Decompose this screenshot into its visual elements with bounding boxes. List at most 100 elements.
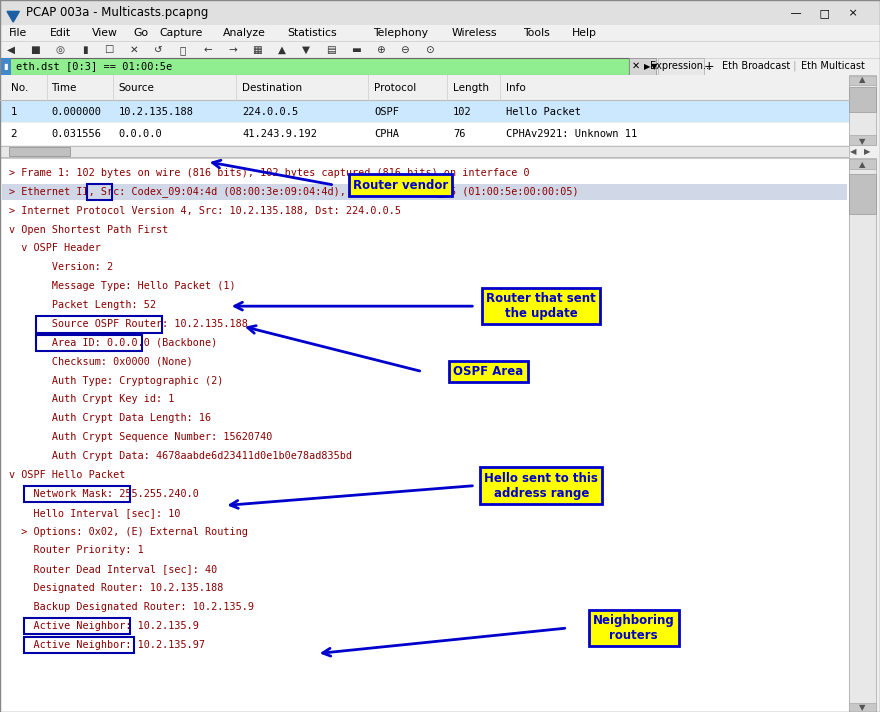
Text: Source: Source: [119, 83, 155, 93]
Text: > Options: 0x02, (E) External Routing: > Options: 0x02, (E) External Routing: [9, 526, 247, 537]
Text: 2: 2: [11, 129, 18, 139]
Text: > Internet Protocol Version 4, Src: 10.2.135.188, Dst: 224.0.0.5: > Internet Protocol Version 4, Src: 10.2…: [9, 206, 400, 216]
Text: Analyze: Analyze: [224, 28, 266, 38]
Text: OSPF: OSPF: [374, 107, 399, 117]
Text: Protocol: Protocol: [374, 83, 416, 93]
Text: →: →: [228, 45, 237, 55]
FancyBboxPatch shape: [629, 58, 656, 75]
Text: —: —: [788, 8, 805, 18]
Text: Router vendor: Router vendor: [353, 179, 448, 192]
Text: Network Mask: 255.255.240.0: Network Mask: 255.255.240.0: [9, 488, 199, 499]
Text: Info: Info: [506, 83, 525, 93]
Text: > Frame 1: 102 bytes on wire (816 bits), 102 bytes captured (816 bits) on interf: > Frame 1: 102 bytes on wire (816 bits),…: [9, 168, 530, 178]
Text: ▼: ▼: [650, 62, 657, 70]
Text: ▼: ▼: [859, 703, 866, 712]
Text: Go: Go: [133, 28, 148, 38]
Text: ⊕: ⊕: [376, 45, 385, 55]
Text: Neighboring
routers: Neighboring routers: [593, 614, 674, 642]
FancyBboxPatch shape: [0, 101, 849, 122]
Text: Expression...: Expression...: [650, 61, 712, 71]
FancyBboxPatch shape: [0, 123, 849, 145]
Text: CPHAv2921: Unknown 11: CPHAv2921: Unknown 11: [506, 129, 637, 139]
FancyBboxPatch shape: [849, 159, 876, 169]
Text: PCAP 003a - Multicasts.pcapng: PCAP 003a - Multicasts.pcapng: [26, 6, 209, 19]
Text: ▤: ▤: [326, 45, 336, 55]
FancyBboxPatch shape: [9, 147, 70, 156]
Text: ▲: ▲: [859, 75, 866, 84]
Text: ▶: ▶: [863, 147, 870, 156]
Text: ▲: ▲: [859, 160, 866, 169]
Text: ⌕: ⌕: [180, 45, 187, 55]
Text: Auth Crypt Key id: 1: Auth Crypt Key id: 1: [9, 394, 174, 404]
Text: Router that sent
the update: Router that sent the update: [487, 292, 596, 320]
Text: Statistics: Statistics: [287, 28, 336, 38]
FancyBboxPatch shape: [0, 58, 11, 75]
FancyBboxPatch shape: [658, 58, 704, 75]
Text: 0.000000: 0.000000: [51, 107, 101, 117]
Text: Hello Packet: Hello Packet: [506, 107, 581, 117]
Text: Version: 2: Version: 2: [9, 262, 113, 273]
Text: Router Priority: 1: Router Priority: 1: [9, 545, 143, 555]
Text: +: +: [704, 60, 715, 73]
Text: File: File: [9, 28, 27, 38]
Text: ▦: ▦: [252, 45, 262, 55]
FancyBboxPatch shape: [0, 146, 849, 157]
Text: View: View: [92, 28, 117, 38]
Text: ▬: ▬: [350, 45, 361, 55]
Text: 0.031556: 0.031556: [51, 129, 101, 139]
Text: ◎: ◎: [55, 45, 64, 55]
Text: 1: 1: [11, 107, 18, 117]
FancyBboxPatch shape: [849, 75, 876, 145]
Text: Packet Length: 52: Packet Length: 52: [9, 300, 156, 310]
FancyBboxPatch shape: [849, 76, 876, 85]
Polygon shape: [7, 11, 19, 22]
Text: Eth Multicast: Eth Multicast: [801, 61, 865, 71]
Text: 10.2.135.188: 10.2.135.188: [119, 107, 194, 117]
Text: Auth Crypt Data Length: 16: Auth Crypt Data Length: 16: [9, 413, 211, 424]
Text: Tools: Tools: [523, 28, 550, 38]
Text: Source OSPF Router: 10.2.135.188: Source OSPF Router: 10.2.135.188: [9, 319, 247, 329]
Text: v OSPF Header: v OSPF Header: [9, 244, 100, 253]
Text: OSPF Area: OSPF Area: [453, 365, 524, 378]
Text: ▲: ▲: [277, 45, 286, 55]
FancyBboxPatch shape: [0, 41, 880, 58]
Text: ◀: ◀: [850, 147, 857, 156]
FancyBboxPatch shape: [849, 87, 876, 112]
Text: |: |: [793, 61, 796, 71]
Text: ■: ■: [30, 45, 40, 55]
Text: ☐: ☐: [105, 45, 114, 55]
FancyBboxPatch shape: [0, 158, 849, 712]
Text: eth.dst [0:3] == 01:00:5e: eth.dst [0:3] == 01:00:5e: [16, 61, 172, 71]
Text: Eth Broadcast: Eth Broadcast: [722, 61, 790, 71]
FancyBboxPatch shape: [0, 25, 880, 41]
Text: Hello sent to this
address range: Hello sent to this address range: [484, 471, 598, 500]
Text: ⊖: ⊖: [400, 45, 409, 55]
Text: Auth Crypt Sequence Number: 15620740: Auth Crypt Sequence Number: 15620740: [9, 432, 272, 442]
Text: □: □: [816, 8, 833, 18]
Text: Destination: Destination: [242, 83, 302, 93]
FancyBboxPatch shape: [0, 75, 849, 100]
Text: 224.0.0.5: 224.0.0.5: [242, 107, 298, 117]
Text: Help: Help: [572, 28, 597, 38]
Text: Message Type: Hello Packet (1): Message Type: Hello Packet (1): [9, 281, 236, 291]
Text: v OSPF Hello Packet: v OSPF Hello Packet: [9, 470, 125, 480]
Text: ✕: ✕: [631, 61, 640, 71]
Text: Telephony: Telephony: [373, 28, 429, 38]
FancyBboxPatch shape: [849, 135, 876, 145]
Text: Auth Crypt Data: 4678aabde6d23411d0e1b0e78ad835bd: Auth Crypt Data: 4678aabde6d23411d0e1b0e…: [9, 451, 352, 461]
Text: Router Dead Interval [sec]: 40: Router Dead Interval [sec]: 40: [9, 564, 217, 575]
Text: Length: Length: [453, 83, 489, 93]
Text: Auth Type: Cryptographic (2): Auth Type: Cryptographic (2): [9, 375, 224, 386]
Text: ←: ←: [203, 45, 212, 55]
Text: ◀: ◀: [6, 45, 15, 55]
Text: ⊙: ⊙: [425, 45, 434, 55]
Text: Edit: Edit: [50, 28, 71, 38]
Text: ✕: ✕: [129, 45, 138, 55]
Text: CPHA: CPHA: [374, 129, 399, 139]
Text: Wireless: Wireless: [452, 28, 497, 38]
Text: Time: Time: [51, 83, 77, 93]
Text: Active Neighbor: 10.2.135.97: Active Neighbor: 10.2.135.97: [9, 639, 205, 650]
Text: 76: 76: [453, 129, 466, 139]
Text: Active Neighbor: 10.2.135.9: Active Neighbor: 10.2.135.9: [9, 621, 199, 631]
Text: ↺: ↺: [154, 45, 163, 55]
